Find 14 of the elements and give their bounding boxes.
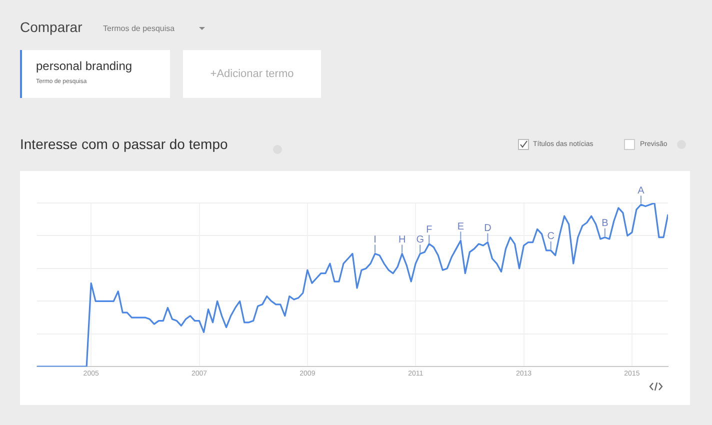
annotation: B	[602, 218, 609, 230]
annotation: I	[374, 234, 376, 246]
annotation: C	[547, 231, 554, 242]
text: Comparar	[20, 19, 82, 35]
annotation: D	[484, 223, 492, 234]
annotation: A	[638, 185, 645, 196]
text: +Adicionar termo	[183, 50, 321, 98]
annotation: H	[398, 234, 406, 246]
chart-title: Interesse com o passar do tempo	[20, 136, 228, 152]
annotation: F	[426, 224, 432, 236]
text: Termos de pesquisa	[103, 24, 175, 33]
annotation: E	[457, 221, 464, 232]
text: personal branding	[36, 59, 132, 73]
annotation: G	[416, 234, 424, 246]
